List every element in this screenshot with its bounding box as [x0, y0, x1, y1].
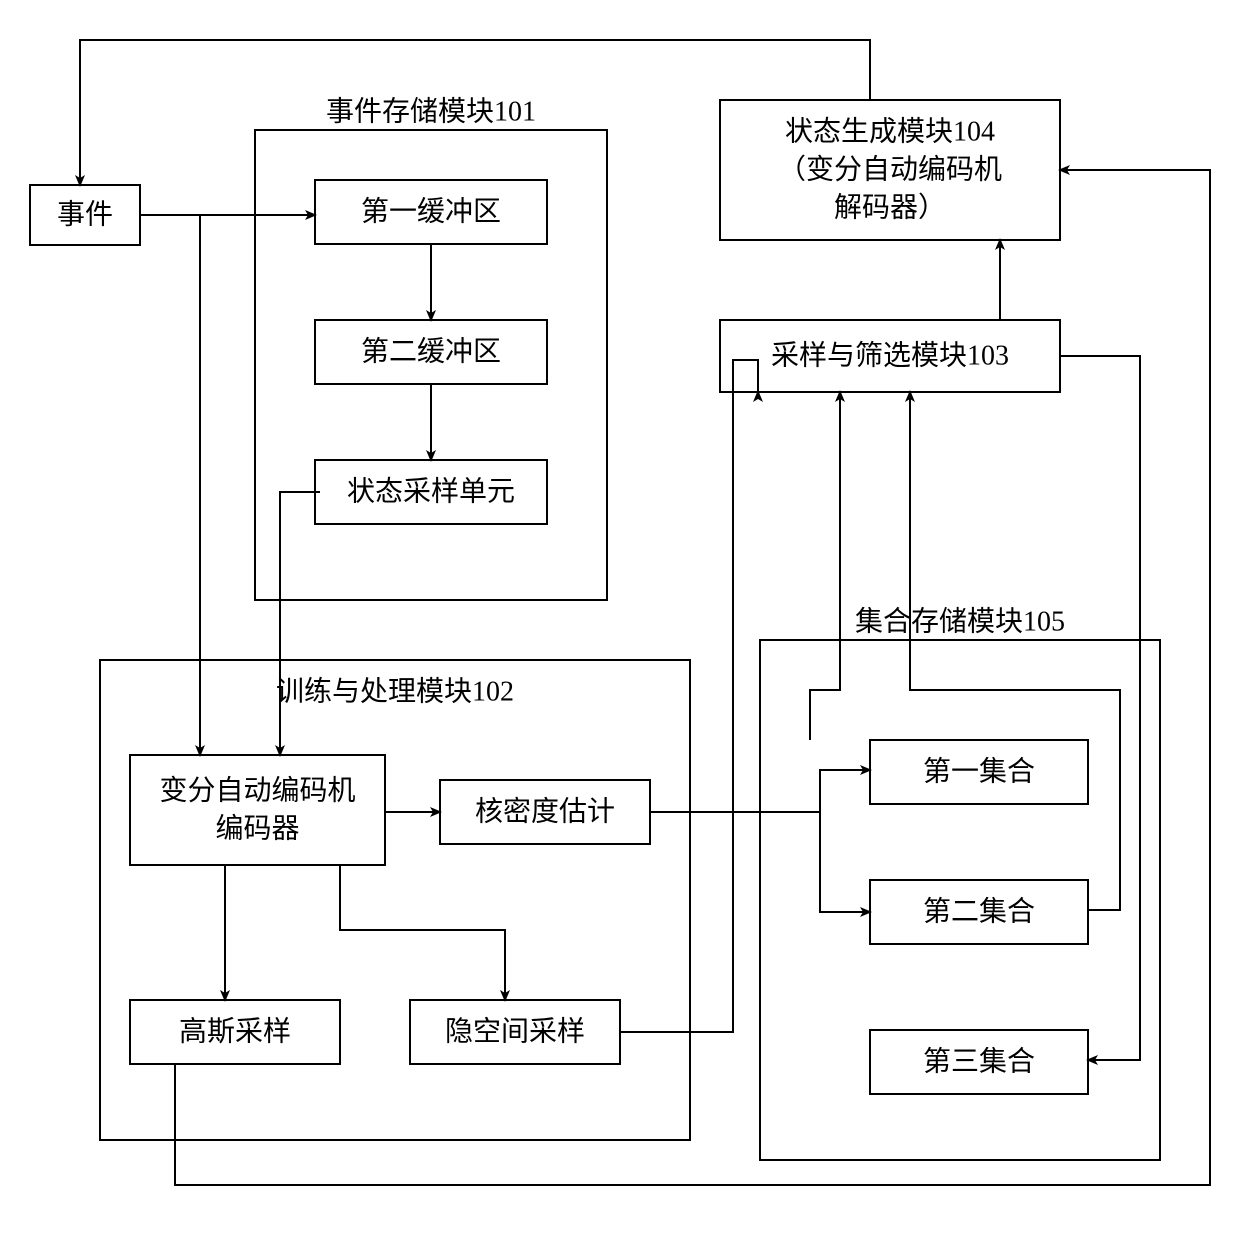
label-mod104-0: 状态生成模块104: [785, 116, 995, 148]
label-set1: 第一集合: [923, 756, 1035, 788]
node-encoder: [130, 755, 385, 865]
label-kde: 核密度估计: [475, 796, 615, 828]
label-gauss: 高斯采样: [179, 1016, 291, 1048]
label-mod103: 采样与筛选模块103: [771, 340, 1009, 372]
label-buf2: 第二缓冲区: [361, 336, 501, 368]
label-latent: 隐空间采样: [445, 1016, 585, 1048]
title-mod105: 集合存储模块105: [855, 606, 1065, 638]
label-sampleUnit: 状态采样单元: [347, 476, 515, 508]
label-encoder-1: 编码器: [215, 812, 299, 844]
label-encoder-0: 变分自动编码机: [159, 775, 355, 807]
label-set3: 第三集合: [923, 1046, 1035, 1078]
label-mod104-1: （变分自动编码机: [778, 154, 1002, 186]
label-buf1: 第一缓冲区: [361, 196, 501, 228]
title-mod102: 训练与处理模块102: [276, 676, 514, 708]
flowchart-canvas: 事件存储模块101 训练与处理模块102 集合存储模块105 事件 第一缓冲区第二缓冲区…: [0, 0, 1240, 1241]
module-mod102: [100, 660, 690, 1140]
label-event: 事件: [57, 199, 113, 231]
label-set2: 第二集合: [923, 896, 1035, 928]
label-mod104-2: 解码器）: [834, 191, 946, 223]
title-mod101: 事件存储模块101: [326, 96, 536, 128]
